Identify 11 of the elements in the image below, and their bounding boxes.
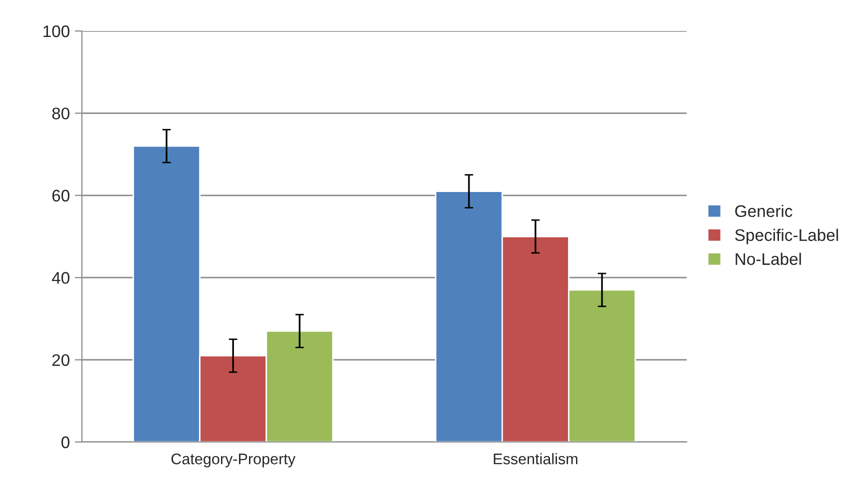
x-tick-label: Category-Property bbox=[171, 454, 296, 468]
legend-label: Specific-Label bbox=[735, 228, 838, 244]
y-tick-label: 40 bbox=[52, 272, 70, 284]
y-tick-label: 100 bbox=[44, 25, 70, 38]
y-tick-label: 80 bbox=[52, 108, 70, 120]
legend-label: No-Label bbox=[736, 252, 801, 265]
y-tick-label: 0 bbox=[61, 436, 70, 448]
x-tick-label: Essentialism bbox=[494, 453, 578, 464]
y-tick-label: 20 bbox=[52, 354, 70, 366]
y-tick-label: 60 bbox=[52, 190, 70, 202]
legend-label: Generic bbox=[735, 204, 792, 218]
